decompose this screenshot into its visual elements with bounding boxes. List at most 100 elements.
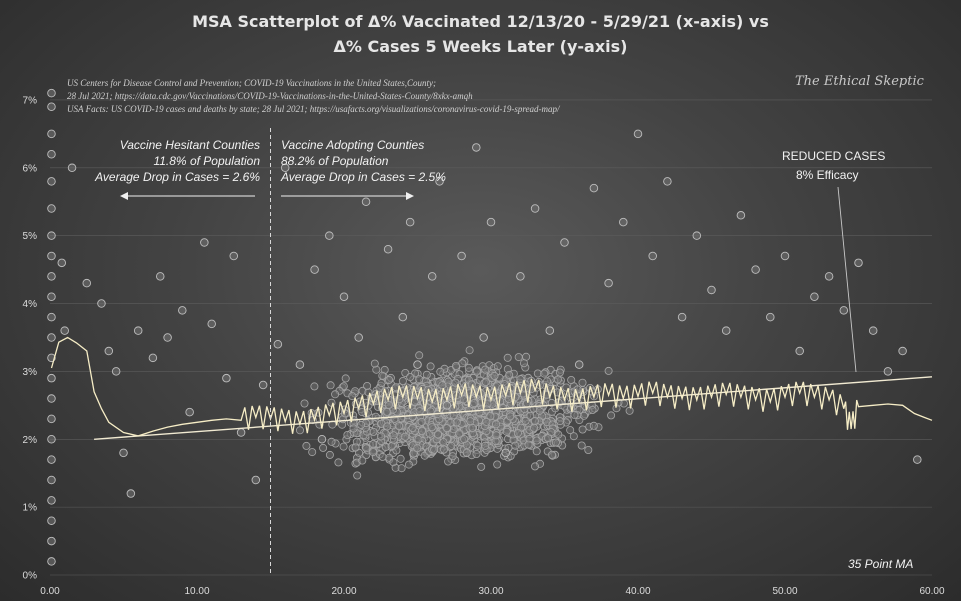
cloud-point bbox=[540, 369, 549, 378]
data-point bbox=[47, 251, 56, 261]
cloud-point bbox=[464, 363, 473, 372]
cloud-point bbox=[589, 421, 598, 430]
data-point bbox=[155, 272, 165, 281]
hesitant-line-3: Average Drop in Cases = 2.6% bbox=[95, 170, 260, 184]
data-point bbox=[97, 299, 106, 308]
y-tick-label: 4% bbox=[23, 299, 38, 310]
cloud-point bbox=[325, 450, 334, 459]
data-point bbox=[47, 373, 56, 383]
data-point bbox=[280, 163, 290, 173]
data-point bbox=[47, 516, 56, 525]
data-point bbox=[913, 455, 922, 464]
moving-average-label: 35 Point MA bbox=[848, 557, 914, 571]
data-points bbox=[47, 88, 922, 566]
data-point bbox=[780, 251, 790, 261]
cloud-point bbox=[389, 431, 398, 440]
cloud-point bbox=[442, 408, 451, 417]
data-point bbox=[868, 326, 878, 335]
data-point bbox=[824, 272, 834, 281]
cloud-point bbox=[490, 371, 499, 380]
data-point bbox=[47, 102, 56, 111]
moving-average-layer bbox=[50, 336, 933, 437]
data-point bbox=[721, 326, 731, 335]
cloud-point bbox=[530, 423, 539, 432]
data-point bbox=[766, 312, 775, 322]
cloud-point bbox=[302, 441, 311, 450]
cloud-point bbox=[577, 441, 586, 450]
cloud-point bbox=[502, 427, 511, 436]
data-point bbox=[501, 448, 510, 458]
cloud-point bbox=[370, 359, 379, 368]
data-point bbox=[898, 346, 907, 356]
cloud-point bbox=[532, 447, 541, 456]
adopting-line-1: Vaccine Adopting Counties bbox=[281, 138, 425, 152]
data-point bbox=[47, 333, 56, 342]
cloud-point bbox=[417, 417, 426, 426]
cloud-point bbox=[371, 412, 380, 421]
cloud-point bbox=[481, 377, 490, 386]
data-point bbox=[47, 414, 56, 424]
cloud-point bbox=[408, 423, 417, 432]
data-point bbox=[589, 183, 599, 193]
data-point bbox=[472, 143, 481, 152]
data-point bbox=[47, 475, 56, 485]
cloud-point bbox=[396, 454, 405, 463]
data-point bbox=[604, 278, 613, 288]
cloud-point bbox=[584, 445, 593, 454]
cloud-point bbox=[341, 374, 350, 383]
cloud-point bbox=[492, 420, 501, 429]
cloud-point bbox=[543, 377, 552, 386]
cloud-point bbox=[442, 424, 451, 433]
source-line-1: US Centers for Disease Control and Preve… bbox=[67, 78, 437, 88]
cloud-point bbox=[383, 422, 392, 431]
trendline bbox=[94, 376, 933, 440]
data-point bbox=[883, 367, 893, 376]
cloud-point bbox=[426, 362, 435, 371]
cloud-point bbox=[578, 378, 587, 387]
cloud-point bbox=[555, 368, 564, 377]
data-point bbox=[47, 204, 56, 213]
data-point bbox=[47, 129, 56, 139]
cloud-point bbox=[433, 430, 442, 439]
cloud-point bbox=[369, 427, 378, 436]
y-tick-label: 5% bbox=[23, 231, 38, 242]
cloud-point bbox=[472, 449, 481, 458]
cloud-point bbox=[556, 417, 565, 426]
cloud-point bbox=[378, 452, 387, 461]
data-point bbox=[516, 272, 525, 281]
cloud-point bbox=[520, 359, 529, 368]
cloud-point bbox=[300, 399, 309, 408]
x-tick-label: 0.00 bbox=[40, 586, 60, 597]
cloud-point bbox=[415, 375, 424, 384]
cloud-point bbox=[343, 430, 352, 439]
cloud-point bbox=[384, 375, 393, 384]
data-point bbox=[185, 407, 194, 417]
cloud-point bbox=[486, 412, 495, 421]
cloud-point bbox=[382, 407, 391, 416]
cloud-point bbox=[377, 378, 386, 387]
chart-title-line2: Δ% Cases 5 Weeks Later (y-axis) bbox=[333, 37, 628, 56]
cloud-point bbox=[398, 376, 407, 385]
hesitant-line-2: 11.8% of Population bbox=[153, 154, 260, 168]
cloud-point bbox=[349, 424, 358, 433]
cloud-point bbox=[569, 432, 578, 441]
data-point bbox=[574, 360, 584, 369]
data-point bbox=[413, 360, 422, 369]
x-tick-label: 40.00 bbox=[625, 586, 650, 597]
hesitant-line-1: Vaccine Hesitant Counties bbox=[119, 138, 260, 152]
x-tick-label: 50.00 bbox=[772, 586, 797, 597]
cloud-point bbox=[607, 411, 616, 420]
cloud-point bbox=[415, 351, 424, 360]
data-point bbox=[692, 231, 702, 240]
data-point bbox=[47, 435, 56, 444]
cloud-point bbox=[430, 445, 439, 454]
cloud-point bbox=[334, 458, 343, 467]
cloud-point bbox=[578, 425, 587, 434]
data-point bbox=[47, 312, 56, 322]
data-point bbox=[111, 367, 121, 376]
cloud-point bbox=[319, 443, 328, 452]
x-tick-label: 10.00 bbox=[184, 586, 209, 597]
data-point bbox=[486, 217, 496, 227]
data-point bbox=[545, 326, 555, 335]
cloud-point bbox=[310, 382, 319, 391]
